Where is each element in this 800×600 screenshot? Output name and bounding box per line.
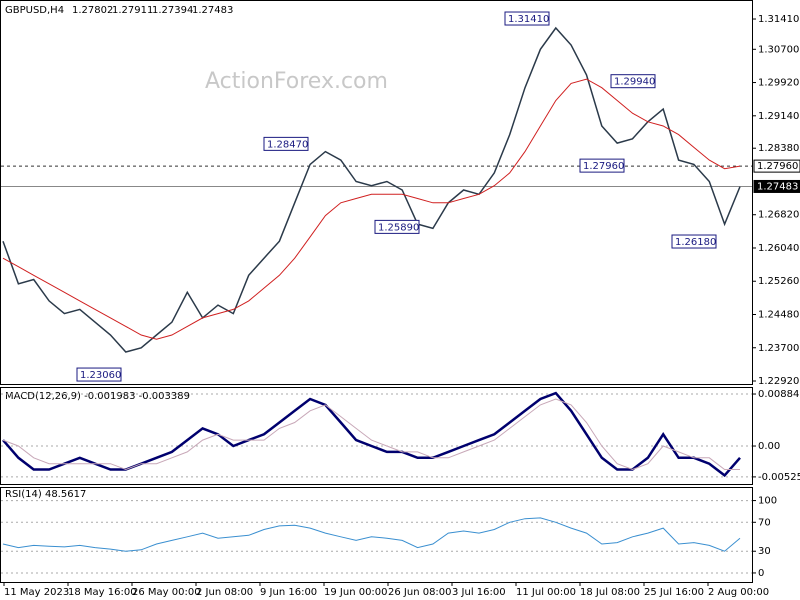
x-tick-label: 11 Jul 00:00: [516, 587, 576, 598]
annotation-box: [504, 11, 550, 26]
x-tick-label: 11 May 2023: [4, 587, 69, 598]
annotation-label: 1.26180: [675, 237, 716, 248]
x-tick-label: 9 Jun 16:00: [260, 587, 317, 598]
annotation-box: [610, 74, 656, 89]
series-line: [2, 26, 741, 353]
level-label: 1.27960: [757, 161, 798, 172]
annotation-box: [579, 158, 625, 173]
x-tick-label: 26 May 00:00: [132, 587, 201, 598]
annotation-box: [671, 234, 717, 249]
x-tick-label: 18 Jul 08:00: [580, 587, 640, 598]
y-tick-label: 70: [758, 517, 771, 528]
y-tick-label: 0: [758, 568, 764, 579]
x-tick-label: 18 May 16:00: [68, 587, 137, 598]
series-line: [2, 398, 740, 471]
level-box: [753, 179, 800, 193]
x-tick-label: 2 Jun 08:00: [196, 587, 253, 598]
y-tick-label: 100: [758, 496, 777, 507]
rsi-title: RSI(14) 48.5617: [5, 489, 86, 500]
y-tick-label: 1.30700: [758, 44, 799, 55]
y-tick-label: 1.29140: [758, 111, 799, 122]
y-tick-label: 1.25260: [758, 276, 799, 287]
y-tick-label: 1.24480: [758, 309, 799, 320]
x-tick-label: 19 Jun 00:00: [324, 587, 388, 598]
annotation-box: [374, 219, 420, 234]
x-tick-label: 2 Aug 00:00: [708, 587, 769, 598]
macd-title: MACD(12,26,9) -0.001983 -0.003389: [5, 391, 190, 402]
y-tick-label: 1.22920: [758, 376, 799, 387]
close: 1.27483: [192, 5, 233, 16]
level-box: [753, 159, 800, 173]
y-tick-label: 0.008846: [758, 389, 800, 400]
annotation-label: 1.28470: [267, 139, 308, 150]
rsi-panel: [0, 487, 753, 583]
annotation-label: 1.23060: [80, 370, 121, 381]
annotation-label: 1.29940: [614, 77, 655, 88]
y-tick-label: 30: [758, 546, 771, 557]
high: 1.27911: [112, 5, 153, 16]
y-tick-label: 1.29920: [758, 78, 799, 89]
series-line: [2, 78, 741, 340]
y-tick-label: 1.28380: [758, 143, 799, 154]
y-tick-label: -0.005252: [758, 472, 800, 483]
annotation-label: 1.25890: [378, 222, 419, 233]
symbol: GBPUSD,H4: [5, 5, 64, 16]
y-tick-label: 1.26820: [758, 210, 799, 221]
watermark: ActionForex.com: [205, 69, 388, 94]
price-panel: [0, 0, 753, 385]
y-tick-label: 1.26040: [758, 243, 799, 254]
y-tick-label: 1.23700: [758, 343, 799, 354]
low: 1.27394: [152, 5, 193, 16]
x-tick-label: 25 Jul 16:00: [644, 587, 704, 598]
x-tick-label: 3 Jul 16:00: [452, 587, 506, 598]
annotation-label: 1.31410: [508, 14, 549, 25]
annotation-box: [263, 136, 309, 151]
annotation-label: 1.27960: [583, 161, 624, 172]
y-tick-label: 1.31410: [758, 14, 799, 25]
annotation-box: [76, 367, 122, 382]
y-tick-label: 0.00: [758, 441, 780, 452]
x-tick-label: 26 Jun 08:00: [388, 587, 452, 598]
series-line: [2, 517, 741, 552]
level-label: 1.27483: [757, 181, 798, 192]
open: 1.27802: [72, 5, 113, 16]
